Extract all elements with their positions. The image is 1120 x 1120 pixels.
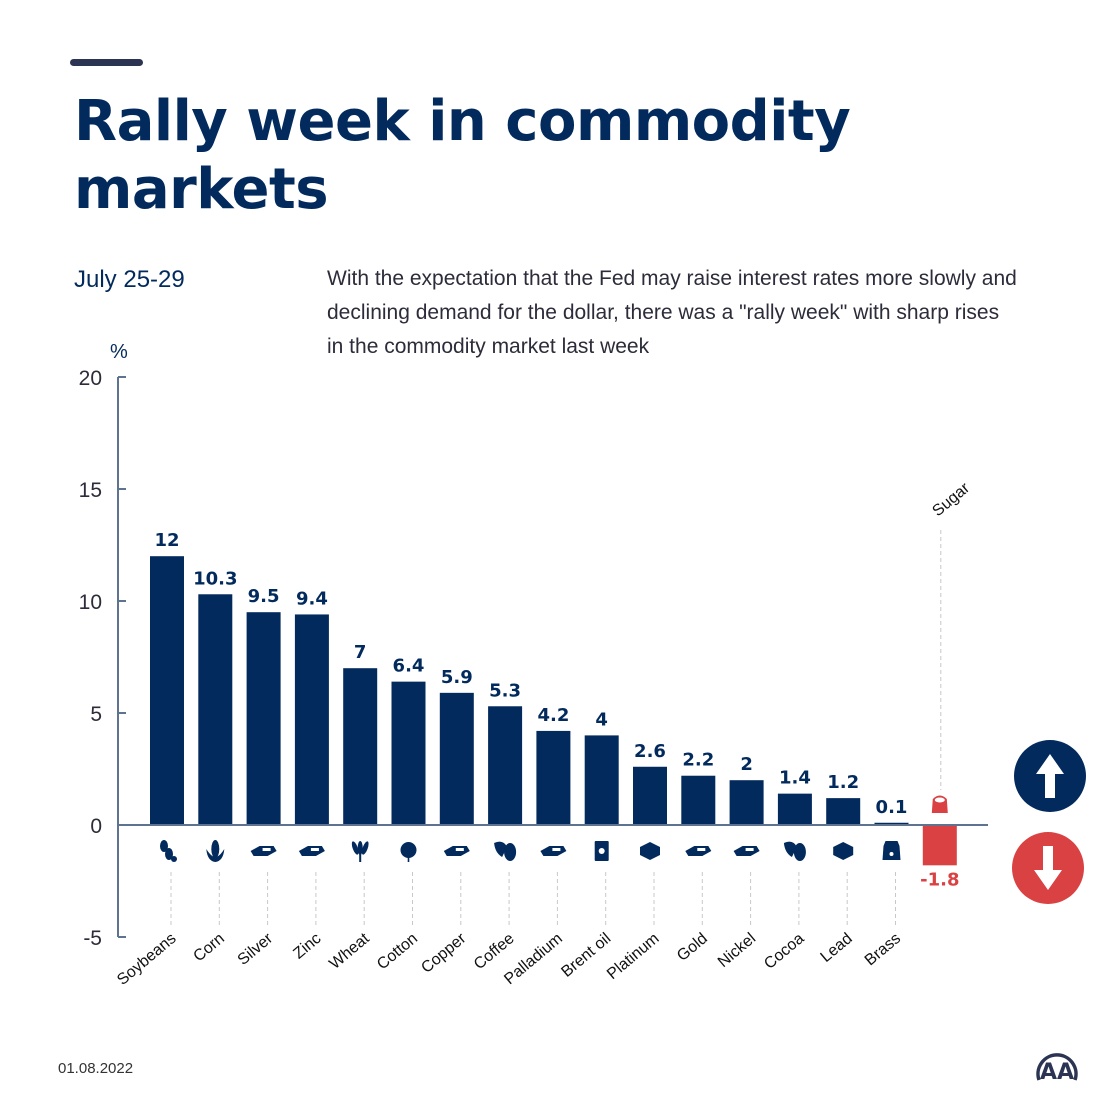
y-axis-unit: % xyxy=(110,341,128,363)
svg-text:AA: AA xyxy=(1040,1060,1074,1082)
data-label: 4.2 xyxy=(537,705,569,726)
bar-coffee xyxy=(488,706,523,825)
metal-ingot-icon xyxy=(640,842,660,860)
data-label: 1.4 xyxy=(779,768,811,789)
wheat-icon xyxy=(351,841,369,862)
bar-copper xyxy=(439,692,474,825)
arrow-up-icon xyxy=(1036,754,1064,798)
cocoa-icon xyxy=(783,841,806,861)
bar-zinc xyxy=(294,614,329,825)
metal-bars-icon xyxy=(250,846,277,856)
data-label: 2 xyxy=(740,754,753,775)
y-tick-label: 0 xyxy=(90,815,102,838)
cotton-icon xyxy=(400,842,417,862)
category-label: Silver xyxy=(235,930,277,969)
publish-date: 01.08.2022 xyxy=(58,1060,134,1077)
category-label: Gold xyxy=(674,930,711,965)
sack-icon xyxy=(882,841,901,860)
data-label: 1.2 xyxy=(827,772,859,793)
category-label: Nickel xyxy=(715,930,759,971)
category-label: Brass xyxy=(862,930,904,969)
bar-nickel xyxy=(729,780,764,825)
bar-platinum xyxy=(633,766,667,825)
bar-palladium xyxy=(536,730,571,825)
bar-gold xyxy=(681,775,716,825)
category-label: Cocoa xyxy=(761,930,807,973)
data-label: 4 xyxy=(595,709,608,730)
date-range: July 25-29 xyxy=(74,266,185,293)
y-tick-label: 5 xyxy=(90,703,102,726)
bar-brass xyxy=(874,822,909,825)
corn-icon xyxy=(206,840,225,862)
oil-barrel-icon xyxy=(594,841,609,861)
bar-soybeans xyxy=(150,556,184,825)
data-label: -1.8 xyxy=(920,869,959,890)
data-label: 6.4 xyxy=(393,656,425,677)
data-label: 10.3 xyxy=(193,568,237,589)
bar-sugar xyxy=(922,825,957,866)
data-label: 9.4 xyxy=(296,588,328,609)
data-label: 2.6 xyxy=(634,741,666,762)
sugar-sack-icon xyxy=(931,795,948,813)
bar-cotton xyxy=(391,681,426,825)
category-label: Soybeans xyxy=(114,930,179,989)
metal-ingot-icon xyxy=(833,842,854,860)
bar-brent-oil xyxy=(584,735,619,825)
metal-bars-icon xyxy=(443,846,470,856)
page-title: Rally week in commodity markets xyxy=(74,89,851,222)
metal-bars-icon xyxy=(298,846,325,856)
aa-logo-icon: AA xyxy=(1036,1053,1078,1082)
category-label: Platinum xyxy=(604,930,663,983)
metal-bars-icon xyxy=(733,846,760,856)
decorative-top-rule xyxy=(70,59,143,66)
arrow-down-icon xyxy=(1034,846,1062,890)
legend-up-badge xyxy=(1014,740,1086,812)
soybean-icon xyxy=(160,840,177,862)
bar-corn xyxy=(198,594,233,825)
legend-down-badge xyxy=(1012,832,1084,904)
y-tick-label: 20 xyxy=(79,367,102,390)
metal-bars-icon xyxy=(540,846,567,856)
category-label: Lead xyxy=(818,930,856,966)
bar-wheat xyxy=(343,668,378,825)
category-label: Wheat xyxy=(326,930,373,973)
bar-cocoa xyxy=(777,793,812,825)
y-tick-label: -5 xyxy=(83,927,102,950)
coffee-icon xyxy=(494,841,517,861)
category-label: Copper xyxy=(418,930,470,977)
description-text: With the expectation that the Fed may ra… xyxy=(327,267,1017,358)
category-label: Cotton xyxy=(374,930,421,973)
data-label: 0.1 xyxy=(876,797,908,818)
data-label: 5.3 xyxy=(489,680,521,701)
bar-lead xyxy=(826,798,861,825)
y-tick-label: 15 xyxy=(79,479,102,502)
metal-bars-icon xyxy=(685,846,712,856)
category-label: Sugar xyxy=(929,479,973,520)
data-label: 12 xyxy=(154,530,179,551)
data-label: 5.9 xyxy=(441,667,473,688)
data-label: 9.5 xyxy=(248,586,280,607)
bar-silver xyxy=(246,612,281,825)
y-tick-label: 10 xyxy=(79,591,102,614)
category-label: Zinc xyxy=(290,930,324,962)
data-label: 2.2 xyxy=(682,750,714,771)
category-label: Corn xyxy=(190,930,227,965)
data-label: 7 xyxy=(354,642,367,663)
